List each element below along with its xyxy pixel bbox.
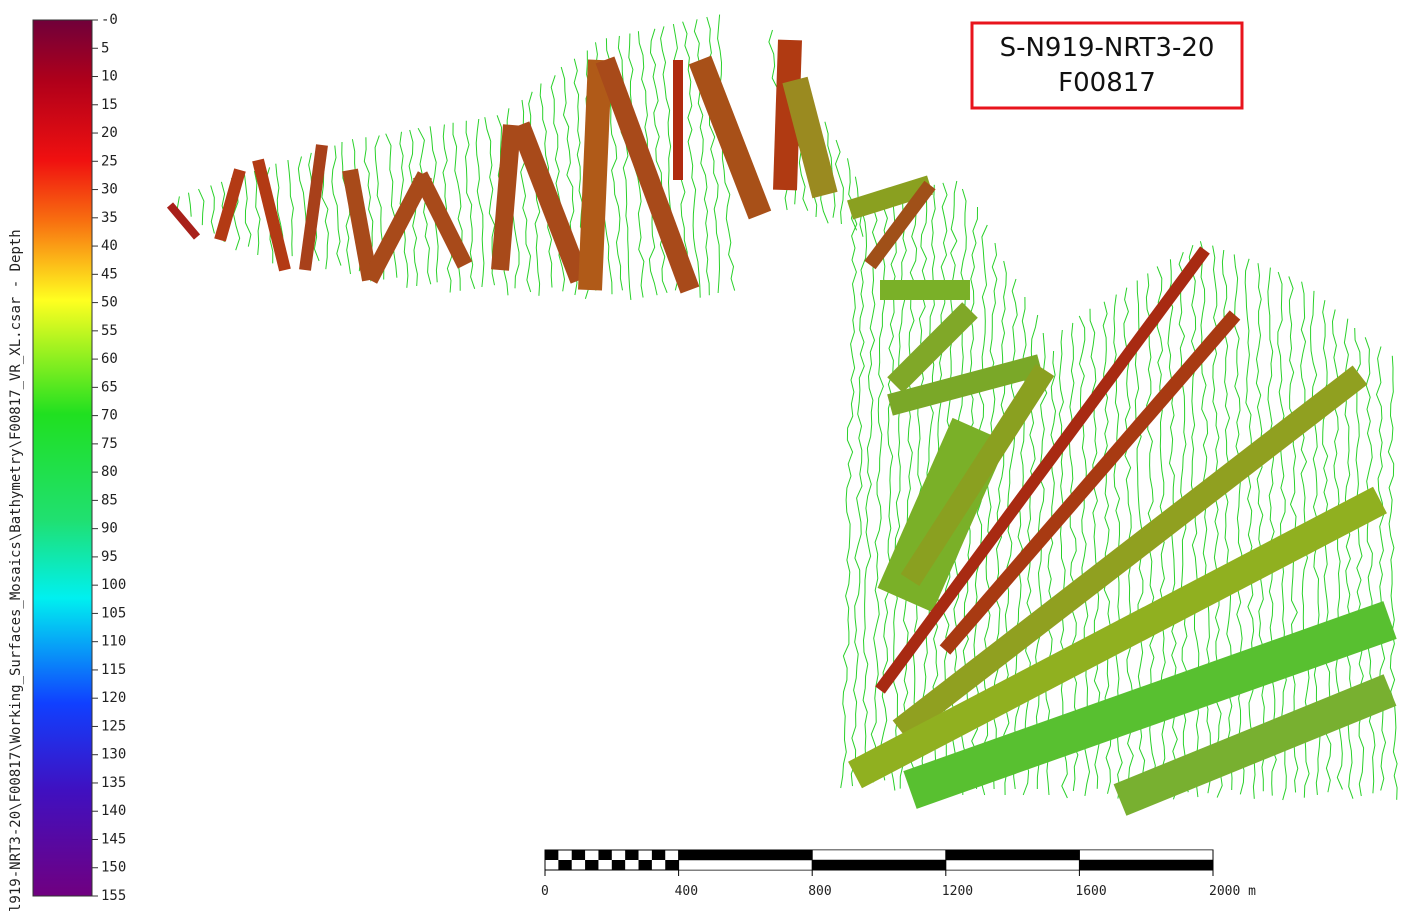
scale-check — [545, 850, 558, 860]
colorbar-tick-label: 115 — [101, 662, 126, 678]
swath — [258, 160, 285, 270]
colorbar-tick-label: -0 — [101, 12, 118, 28]
colorbar-tick-label: 70 — [101, 408, 118, 424]
colorbar-tick-label: 55 — [101, 323, 118, 339]
scale-check — [625, 850, 638, 860]
colorbar-tick-label: 80 — [101, 464, 118, 480]
scale-check — [585, 860, 598, 870]
colorbar-tick-label: 5 — [101, 40, 109, 56]
survey-line — [1268, 268, 1276, 796]
scale-segment — [812, 860, 946, 870]
survey-line — [177, 196, 179, 208]
scale-tick-label: 800 — [808, 884, 831, 899]
colorbar-tick-label: 65 — [101, 379, 118, 395]
colorbar-tick-label: 120 — [101, 690, 126, 706]
title-line: S-N919-NRT3-20 — [1000, 33, 1215, 63]
swath — [350, 170, 370, 280]
colorbar-tick-label: 25 — [101, 153, 118, 169]
colorbar — [33, 20, 92, 896]
scale-check — [572, 850, 585, 860]
scale-segment — [1079, 850, 1213, 860]
survey-line — [1245, 259, 1255, 799]
colorbar-ticks: -0 5 10 15 20 25 30 35 40 45 50 55 60 65 70 75 80 85 90 95 1… — [92, 12, 126, 904]
colorbar-label: l919-NRT3-20\F00817\Working_Surfaces_Mos… — [8, 229, 24, 912]
survey-line — [836, 140, 844, 224]
colorbar-tick-label: 20 — [101, 125, 118, 141]
survey-line — [851, 198, 866, 786]
survey-line — [1355, 328, 1364, 796]
colorbar-tick-label: 85 — [101, 492, 118, 508]
scale-check — [612, 860, 625, 870]
scale-check — [558, 860, 571, 870]
colorbar-tick-label: 155 — [101, 888, 126, 904]
survey-line — [1004, 279, 1017, 795]
colorbar-tick-label: 45 — [101, 266, 118, 282]
survey-line — [1234, 254, 1244, 794]
scale-bar: 0 400 800 1200 1600 2000 m — [541, 850, 1256, 899]
scale-tick-label: 1600 — [1075, 884, 1106, 899]
swath — [590, 60, 600, 290]
colorbar-tick-label: 135 — [101, 775, 126, 791]
scale-segment — [1079, 860, 1213, 870]
colorbar-tick-label: 145 — [101, 831, 126, 847]
colorbar-tick-label: 105 — [101, 605, 126, 621]
colorbar-tick-label: 35 — [101, 210, 118, 226]
survey-line — [1189, 245, 1199, 797]
scale-segment — [812, 850, 946, 860]
survey-line — [199, 189, 204, 225]
survey-line — [245, 175, 251, 247]
swath — [785, 40, 790, 190]
scale-check — [598, 850, 611, 860]
colorbar-tick-label: 130 — [101, 747, 126, 763]
scale-tick-label: 0 — [541, 884, 549, 899]
survey-line — [1200, 241, 1210, 793]
swath — [305, 145, 322, 270]
title-line: F00817 — [1058, 68, 1156, 98]
survey-line — [841, 200, 857, 788]
survey-line — [211, 186, 215, 234]
survey-line — [1256, 263, 1264, 791]
colorbar-tick-label: 110 — [101, 634, 126, 650]
colorbar-tick-label: 30 — [101, 182, 118, 198]
survey-line — [288, 160, 294, 256]
swath — [700, 60, 760, 215]
scale-segment — [679, 860, 813, 870]
colorbar-tick-label: 125 — [101, 718, 126, 734]
survey-line — [189, 193, 192, 217]
scale-segment — [946, 850, 1080, 860]
scale-check — [665, 860, 678, 870]
colorbar-tick-label: 15 — [101, 97, 118, 113]
survey-line — [332, 146, 341, 266]
colorbar-tick-label: 75 — [101, 436, 118, 452]
scale-tick-label: 1200 — [942, 884, 973, 899]
colorbar-tick-label: 10 — [101, 69, 118, 85]
scale-segment — [946, 860, 1080, 870]
swath — [500, 125, 512, 270]
survey-line — [476, 119, 484, 287]
colorbar-tick-label: 100 — [101, 577, 126, 593]
scale-tick-label: 400 — [675, 884, 698, 899]
survey-line — [1377, 347, 1386, 791]
colorbar-tick-label: 140 — [101, 803, 126, 819]
scale-segment — [679, 850, 813, 860]
colorbar-tick-label: 95 — [101, 549, 118, 565]
swath — [795, 80, 825, 195]
survey-line — [1365, 337, 1375, 793]
colorbar-tick-label: 60 — [101, 351, 118, 367]
colorbar-tick-label: 40 — [101, 238, 118, 254]
scale-check — [639, 860, 652, 870]
swath — [170, 205, 197, 237]
scale-check — [652, 850, 665, 860]
bathymetry-map: -0 5 10 15 20 25 30 35 40 45 50 55 60 65 70 75 80 85 90 95 1… — [0, 0, 1408, 919]
scale-tick-label: 2000 m — [1209, 884, 1256, 899]
colorbar-tick-label: 150 — [101, 860, 126, 876]
colorbar-tick-label: 90 — [101, 521, 118, 537]
colorbar-tick-label: 50 — [101, 295, 118, 311]
survey-line — [1388, 356, 1397, 800]
swath — [370, 175, 425, 280]
